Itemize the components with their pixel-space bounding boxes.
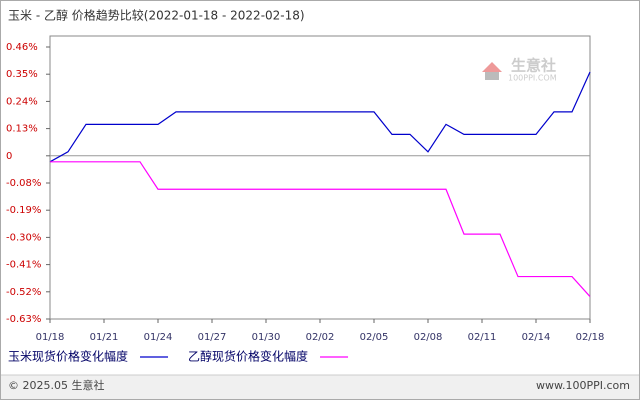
chart-title: 玉米 - 乙醇 价格趋势比较(2022-01-18 - 2022-02-18): [8, 8, 305, 23]
watermark-icon: [485, 72, 499, 80]
footer-copyright: © 2025.05 生意社: [8, 378, 104, 392]
x-tick-label: 02/14: [522, 332, 551, 343]
footer-site: www.100PPI.com: [536, 379, 630, 392]
x-tick-label: 01/30: [252, 332, 281, 343]
y-tick-label: -0.08%: [6, 178, 41, 189]
x-tick-label: 02/08: [414, 332, 443, 343]
x-tick-label: 02/02: [306, 332, 335, 343]
footer-bar: [1, 375, 639, 399]
y-tick-label: 0.13%: [6, 124, 38, 135]
legend-label: 乙醇现货价格变化幅度: [188, 349, 308, 364]
y-tick-label: -0.41%: [6, 260, 41, 271]
watermark-url: 100PPI.COM: [508, 74, 557, 83]
y-tick-label: 0.24%: [6, 96, 38, 107]
x-tick-label: 02/05: [360, 332, 389, 343]
series-line: [49, 71, 591, 163]
y-tick-label: -0.30%: [6, 232, 41, 243]
x-tick-label: 02/18: [576, 332, 605, 343]
x-tick-label: 01/21: [90, 332, 119, 343]
x-tick-label: 02/11: [468, 332, 497, 343]
y-tick-label: -0.63%: [6, 314, 41, 325]
y-tick-label: 0.46%: [6, 42, 38, 53]
y-tick-label: -0.52%: [6, 287, 41, 298]
x-tick-label: 01/18: [36, 332, 65, 343]
series-line: [50, 161, 591, 297]
x-tick-label: 01/27: [198, 332, 227, 343]
y-tick-label: 0: [6, 151, 12, 162]
y-tick-label: -0.19%: [6, 205, 41, 216]
legend-label: 玉米现货价格变化幅度: [8, 349, 128, 364]
watermark-icon: [482, 62, 502, 72]
watermark: 生意社 100PPI.COM: [482, 57, 557, 83]
y-tick-label: 0.35%: [6, 69, 38, 80]
x-tick-label: 01/24: [144, 332, 173, 343]
watermark-text: 生意社: [511, 57, 556, 75]
